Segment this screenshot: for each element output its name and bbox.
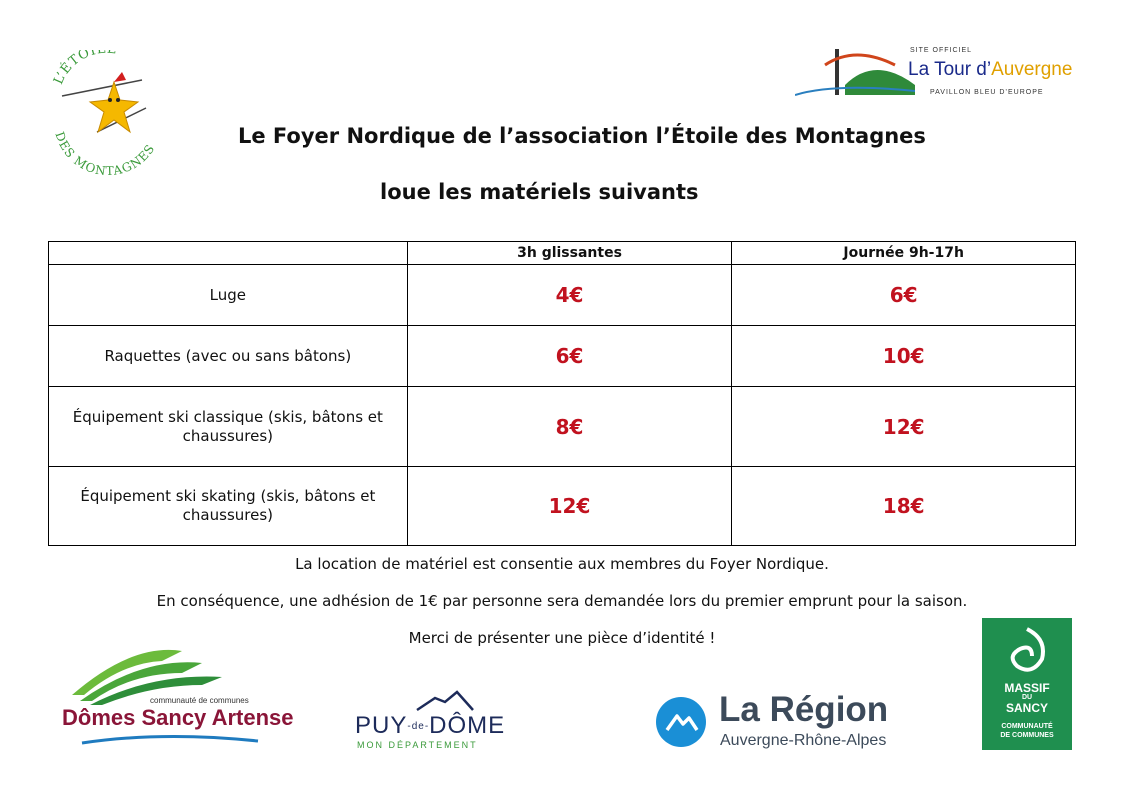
svg-text:DES MONTAGNES: DES MONTAGNES bbox=[52, 130, 157, 175]
tour-small-bottom: PAVILLON BLEU D’EUROPE bbox=[930, 89, 1044, 96]
item-label: Raquettes (avec ou sans bâtons) bbox=[48, 325, 408, 387]
note-membership: La location de matériel est consentie au… bbox=[295, 555, 829, 573]
tour-small-top: SITE OFFICIEL bbox=[910, 47, 973, 54]
price-day: 10€ bbox=[731, 325, 1076, 387]
puy-sub: MON DÉPARTEMENT bbox=[357, 740, 478, 750]
etoile-arc-top: L’ÉTOILE bbox=[51, 42, 117, 87]
svg-text:L’ÉTOILE: L’ÉTOILE bbox=[51, 50, 118, 87]
page-subtitle: loue les matériels suivants bbox=[380, 180, 699, 204]
table-row: Équipement ski classique (skis, bâtons e… bbox=[48, 386, 1076, 467]
tour-auvergne-logo: SITE OFFICIEL La Tour d’Auvergne PAVILLO… bbox=[795, 45, 1075, 100]
table-header-empty bbox=[48, 241, 408, 265]
price-day: 6€ bbox=[731, 264, 1076, 326]
sancy-line4: COMMUNAUTÉ bbox=[1001, 723, 1053, 730]
table-row: Équipement ski skating (skis, bâtons et … bbox=[48, 466, 1076, 546]
domes-sancy-artense-logo: communauté de communes Dômes Sancy Arten… bbox=[62, 643, 294, 748]
puy-de-dome-logo: PUY-de-DÔME MON DÉPARTEMENT bbox=[355, 690, 510, 750]
price-3h: 6€ bbox=[406, 325, 733, 387]
table-header-3h: 3h glissantes bbox=[406, 241, 733, 265]
price-day: 12€ bbox=[731, 386, 1076, 467]
puy-name-b: DÔME bbox=[429, 712, 506, 739]
page-title: Le Foyer Nordique de l’association l’Éto… bbox=[238, 124, 926, 148]
price-3h: 12€ bbox=[406, 466, 733, 546]
tour-name-a: La Tour d’ bbox=[908, 59, 992, 80]
price-3h: 8€ bbox=[406, 386, 733, 467]
table-row: Raquettes (avec ou sans bâtons) 6€ 10€ bbox=[48, 325, 1076, 387]
table-row: Luge 4€ 6€ bbox=[48, 264, 1076, 326]
item-label: Équipement ski classique (skis, bâtons e… bbox=[48, 386, 408, 467]
note-fee: En conséquence, une adhésion de 1€ par p… bbox=[156, 592, 968, 610]
tour-name-b: Auvergne bbox=[991, 59, 1073, 80]
sancy-line2: DU bbox=[1021, 694, 1033, 701]
sancy-line1: MASSIF bbox=[1004, 681, 1050, 695]
sancy-line3: SANCY bbox=[1005, 701, 1048, 715]
price-table: 3h glissantes Journée 9h-17h Luge 4€ 6€ … bbox=[48, 241, 1076, 546]
domes-name: Dômes Sancy Artense bbox=[62, 705, 294, 730]
puy-name-de: -de- bbox=[407, 721, 430, 733]
massif-sancy-logo: MASSIF DU SANCY COMMUNAUTÉ DE COMMUNES bbox=[982, 618, 1072, 750]
etoile-logo: L’ÉTOILE DES MONTAGNES bbox=[42, 42, 172, 179]
la-region-logo: La Région Auvergne-Rhône-Alpes bbox=[655, 690, 915, 752]
etoile-arc-bottom: DES MONTAGNES bbox=[52, 130, 156, 178]
puy-name-a: PUY bbox=[355, 712, 408, 739]
domes-small: communauté de communes bbox=[150, 696, 249, 705]
note-id: Merci de présenter une pièce d’identité … bbox=[408, 629, 716, 647]
price-day: 18€ bbox=[731, 466, 1076, 546]
item-label: Équipement ski skating (skis, bâtons et … bbox=[48, 466, 408, 546]
price-3h: 4€ bbox=[406, 264, 733, 326]
table-header-day: Journée 9h-17h bbox=[731, 241, 1076, 265]
item-label: Luge bbox=[48, 264, 408, 326]
sancy-line5: DE COMMUNES bbox=[1000, 732, 1054, 739]
region-sub: Auvergne-Rhône-Alpes bbox=[720, 732, 887, 749]
region-name: La Région bbox=[719, 690, 889, 729]
